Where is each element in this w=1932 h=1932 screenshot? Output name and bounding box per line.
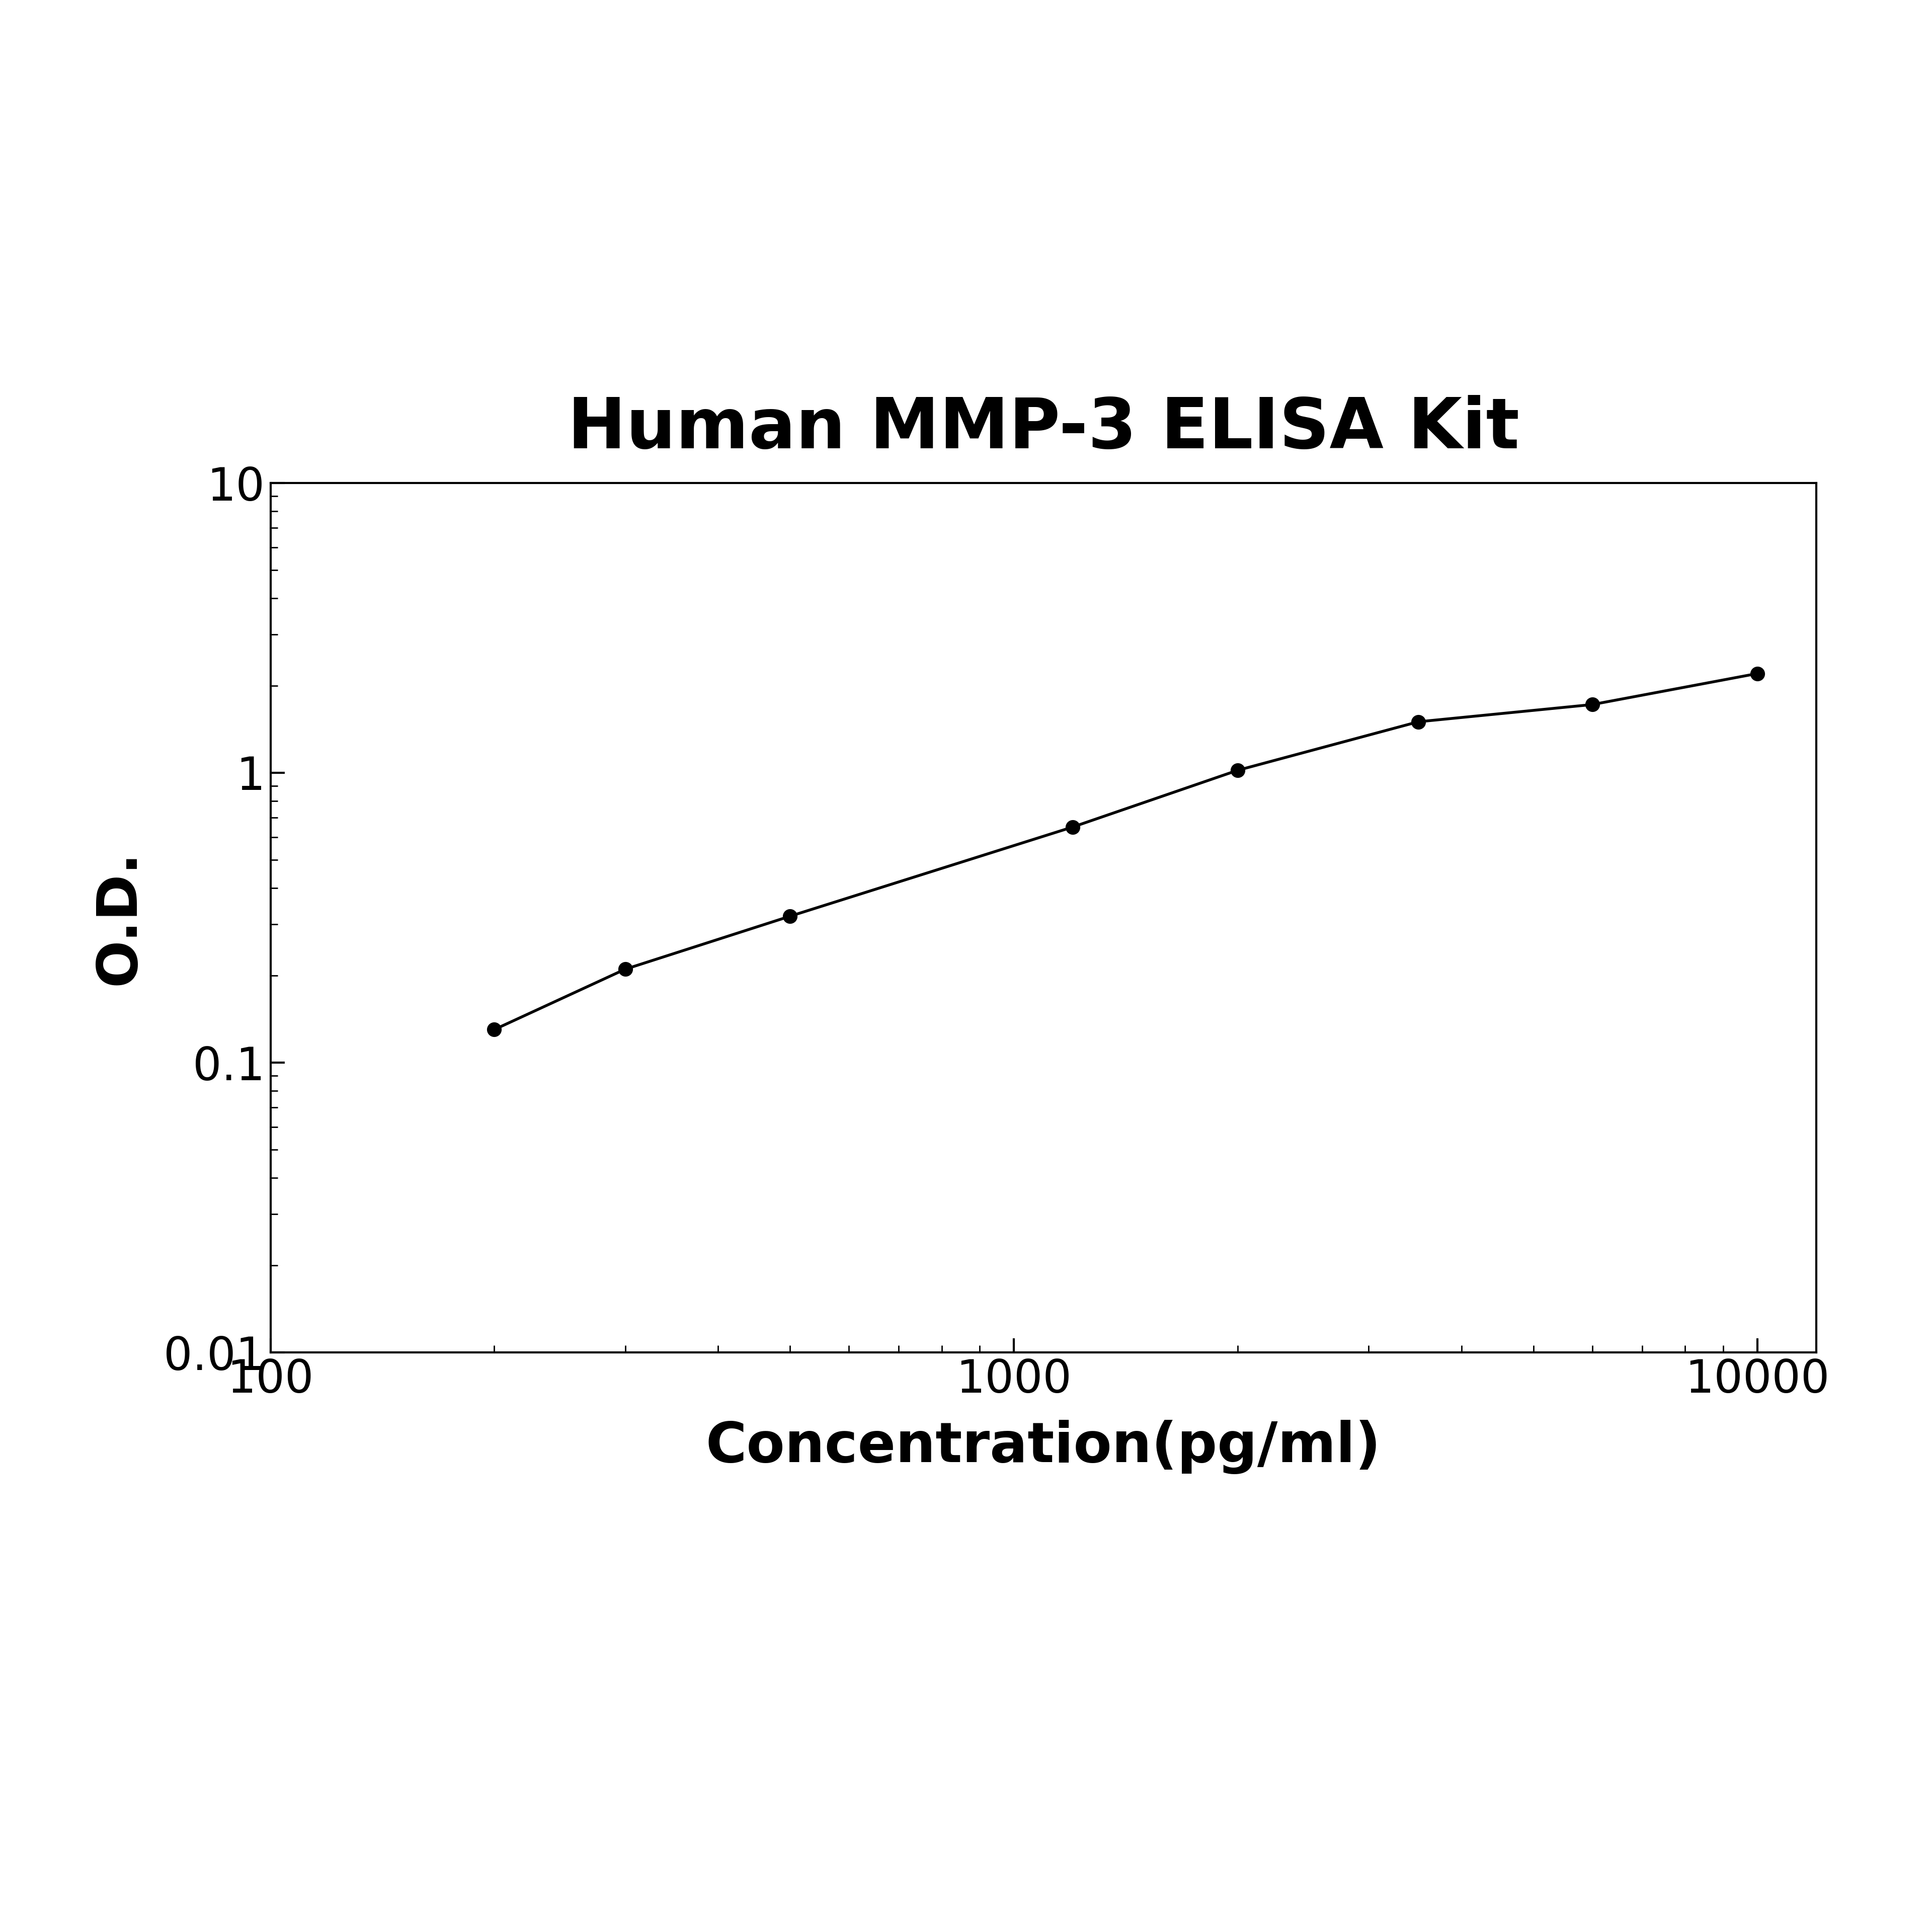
X-axis label: Concentration(pg/ml): Concentration(pg/ml) [705, 1420, 1381, 1474]
Y-axis label: O.D.: O.D. [93, 850, 147, 985]
Title: Human MMP-3 ELISA Kit: Human MMP-3 ELISA Kit [568, 394, 1519, 462]
